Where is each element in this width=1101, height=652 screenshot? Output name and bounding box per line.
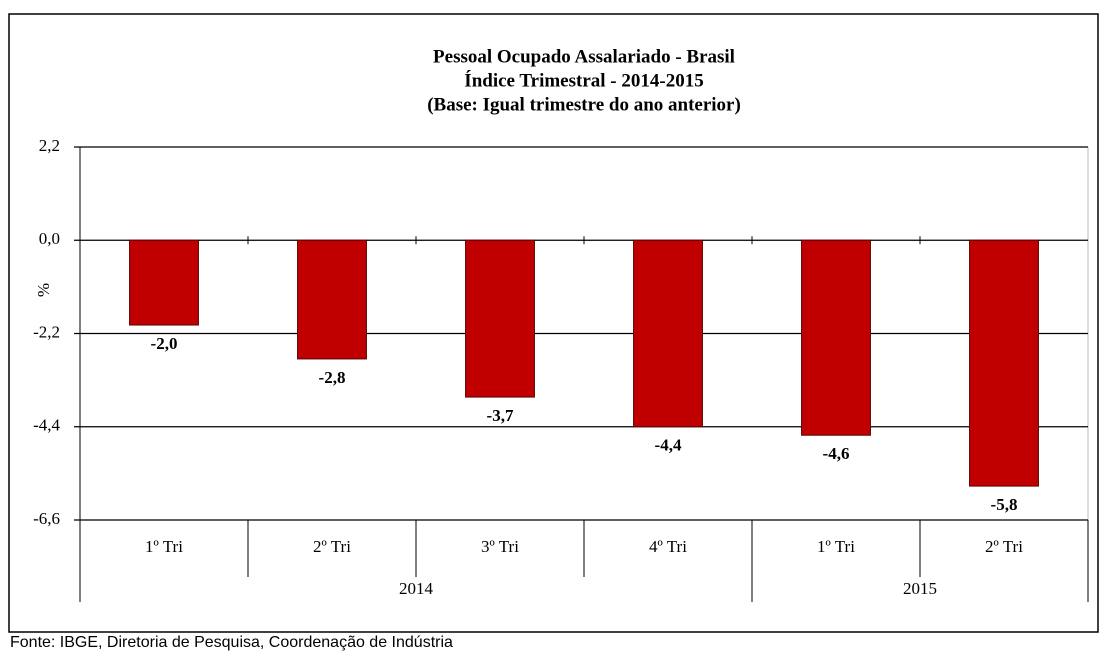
bar: [969, 239, 1039, 487]
x-tick-label: 2º Tri: [313, 537, 351, 556]
y-tick-label: -6,6: [33, 509, 60, 528]
bar: [297, 239, 367, 360]
bar: [465, 239, 535, 398]
y-tick-label: 2,2: [39, 136, 60, 155]
chart-title: Pessoal Ocupado Assalariado - Brasil: [433, 46, 735, 67]
x-tick-label: 1º Tri: [145, 537, 183, 556]
value-label: -4,6: [823, 444, 850, 463]
y-tick-label: 0,0: [39, 229, 60, 248]
x-tick-label: 1º Tri: [817, 537, 855, 556]
bar: [801, 239, 871, 436]
y-tick-label: -4,4: [33, 416, 60, 435]
group-label: 2015: [903, 579, 937, 598]
y-tick-label: -2,2: [33, 322, 60, 341]
group-label: 2014: [399, 579, 434, 598]
x-tick-label: 4º Tri: [649, 537, 687, 556]
value-label: -5,8: [991, 495, 1018, 514]
value-label: -2,0: [151, 334, 178, 353]
chart-title: Índice Trimestral - 2014-2015: [464, 69, 703, 91]
x-tick-label: 3º Tri: [481, 537, 519, 556]
source-note: Fonte: IBGE, Diretoria de Pesquisa, Coor…: [10, 634, 453, 651]
y-axis-label: %: [34, 283, 53, 297]
value-label: -3,7: [487, 406, 514, 425]
chart-title: (Base: Igual trimestre do ano anterior): [427, 94, 741, 115]
value-label: -2,8: [319, 368, 346, 387]
value-label: -4,4: [655, 436, 682, 455]
bar: [633, 239, 703, 428]
x-tick-label: 2º Tri: [985, 537, 1023, 556]
bar: [129, 239, 199, 326]
